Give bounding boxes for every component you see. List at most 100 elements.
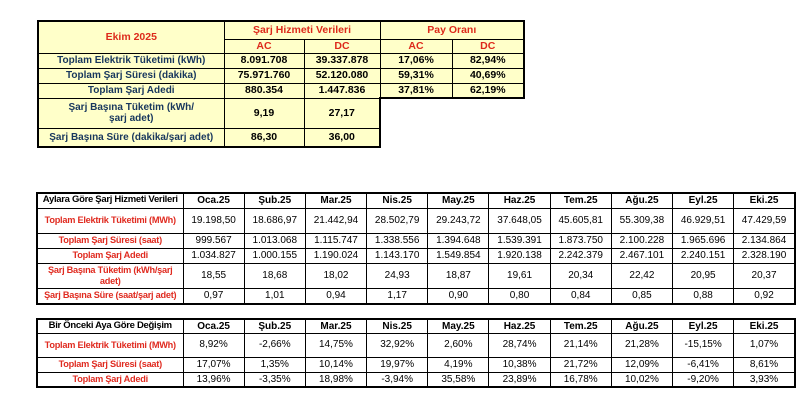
- data-cell: -15,15%: [671, 332, 735, 358]
- data-cell: 39.337.878: [303, 52, 381, 69]
- data-cell: -3,94%: [366, 371, 429, 388]
- empty-cell: [380, 98, 452, 128]
- month-header: Şub.25: [243, 318, 306, 334]
- month-header: Nis.25: [366, 318, 429, 334]
- month-header: Mar.25: [304, 318, 368, 334]
- table-title-cell: Aylara Göre Şarj Hizmeti Verileri: [36, 192, 184, 209]
- month-header: Oca.25: [182, 318, 245, 334]
- data-cell: 10,14%: [304, 356, 368, 373]
- table-row: Toplam Şarj Süresi (dakika) 75.971.760 5…: [37, 67, 525, 84]
- month-header: Nis.25: [366, 192, 429, 209]
- data-cell: 20,37: [733, 262, 796, 289]
- data-cell: 1.965.696: [671, 232, 735, 249]
- subheader-share-dc: DC: [451, 38, 525, 54]
- data-cell: 0,90: [427, 287, 490, 305]
- month-header: Şub.25: [243, 192, 306, 209]
- data-cell: 10,38%: [488, 356, 551, 373]
- data-cell: 13,96%: [182, 371, 245, 388]
- data-cell: 1.115.747: [304, 232, 368, 249]
- row-label: Toplam Şarj Süresi (saat): [36, 356, 184, 373]
- data-cell: 32,92%: [366, 332, 429, 358]
- subheader-service-dc: DC: [303, 38, 381, 54]
- month-header: Mar.25: [304, 192, 368, 209]
- data-cell: 86,30: [223, 127, 305, 148]
- data-cell: 18,87: [427, 262, 490, 289]
- data-cell: 1.013.068: [243, 232, 306, 249]
- data-cell: 1.873.750: [549, 232, 612, 249]
- data-cell: 2.467.101: [610, 247, 674, 264]
- monthly-summary-table: Ekim 2025 Şarj Hizmeti Verileri Pay Oran…: [37, 20, 525, 148]
- data-cell: 20,95: [671, 262, 735, 289]
- data-cell: 40,69%: [451, 67, 525, 84]
- month-header: May.25: [427, 318, 490, 334]
- data-cell: 1.143.170: [366, 247, 429, 264]
- table-row: Toplam Şarj Adedi 880.354 1.447.836 37,8…: [37, 82, 525, 99]
- data-cell: 0,94: [304, 287, 368, 305]
- table-row: Toplam Şarj Adedi 13,96% -3,35% 18,98% -…: [36, 371, 796, 388]
- data-cell: 59,31%: [379, 67, 453, 84]
- subheader-share-ac: AC: [379, 38, 453, 54]
- month-header: May.25: [427, 192, 490, 209]
- data-cell: 17,07%: [182, 356, 245, 373]
- month-header: Tem.25: [549, 318, 612, 334]
- data-cell: 0,97: [182, 287, 245, 305]
- table-row: Şarj Başına Süre (saat/şarj adet) 0,97 1…: [36, 287, 796, 305]
- empty-cell: [380, 128, 452, 147]
- table-row: Aylara Göre Şarj Hizmeti Verileri Oca.25…: [36, 192, 796, 209]
- data-cell: 2.100.228: [610, 232, 674, 249]
- row-label: Toplam Elektrik Tüketimi (MWh): [36, 332, 184, 358]
- row-label: Toplam Elektrik Tüketimi (kWh): [37, 52, 225, 69]
- data-cell: 45.605,81: [549, 207, 612, 234]
- data-cell: 28,74%: [488, 332, 551, 358]
- data-cell: 1,17: [366, 287, 429, 305]
- data-cell: 19,97%: [366, 356, 429, 373]
- table-row: Şarj Başına Tüketim (kWh/şarj adet) 18,5…: [36, 262, 796, 289]
- data-cell: 22,42: [610, 262, 674, 289]
- data-cell: 2.240.151: [671, 247, 735, 264]
- data-cell: 28.502,79: [366, 207, 429, 234]
- row-label: Toplam Şarj Süresi (saat): [36, 232, 184, 249]
- data-cell: 9,19: [223, 97, 305, 129]
- month-header: Eki.25: [733, 192, 796, 209]
- row-label: Şarj Başına Tüketim (kWh/şarj adet): [36, 262, 184, 289]
- group-header-service-data: Şarj Hizmeti Verileri: [223, 20, 381, 40]
- data-cell: 0,84: [549, 287, 612, 305]
- table-row: Toplam Elektrik Tüketimi (MWh) 19.198,50…: [36, 207, 796, 234]
- data-cell: 37,81%: [379, 82, 453, 99]
- table-row: Bir Önceki Aya Göre Değişim Oca.25 Şub.2…: [36, 318, 796, 334]
- empty-cell: [452, 128, 524, 147]
- by-month-table: Aylara Göre Şarj Hizmeti Verileri Oca.25…: [36, 192, 796, 305]
- data-cell: 999.567: [182, 232, 245, 249]
- data-cell: 35,58%: [427, 371, 490, 388]
- data-cell: 23,89%: [488, 371, 551, 388]
- data-cell: 1.394.648: [427, 232, 490, 249]
- row-label: Şarj Başına Süre (saat/şarj adet): [36, 287, 184, 305]
- data-cell: 2,60%: [427, 332, 490, 358]
- empty-cell: [452, 98, 524, 128]
- data-cell: 17,06%: [379, 52, 453, 69]
- data-cell: -3,35%: [243, 371, 306, 388]
- data-cell: 18.686,97: [243, 207, 306, 234]
- data-cell: 0,88: [671, 287, 735, 305]
- data-cell: 21.442,94: [304, 207, 368, 234]
- data-cell: 1.447.836: [303, 82, 381, 99]
- data-cell: 880.354: [223, 82, 305, 99]
- data-cell: 20,34: [549, 262, 612, 289]
- data-cell: 62,19%: [451, 82, 525, 99]
- data-cell: 18,55: [182, 262, 245, 289]
- data-cell: 18,68: [243, 262, 306, 289]
- month-header: Eki.25: [733, 318, 796, 334]
- data-cell: 1,07%: [733, 332, 796, 358]
- data-cell: 46.929,51: [671, 207, 735, 234]
- month-header: Oca.25: [182, 192, 245, 209]
- data-cell: 0,85: [610, 287, 674, 305]
- data-cell: 37.648,05: [488, 207, 551, 234]
- data-cell: 82,94%: [451, 52, 525, 69]
- data-cell: 1.034.827: [182, 247, 245, 264]
- table-row: Toplam Şarj Adedi 1.034.827 1.000.155 1.…: [36, 247, 796, 264]
- month-header: Haz.25: [488, 318, 551, 334]
- data-cell: 1.549.854: [427, 247, 490, 264]
- data-cell: 1,01: [243, 287, 306, 305]
- data-cell: 12,09%: [610, 356, 674, 373]
